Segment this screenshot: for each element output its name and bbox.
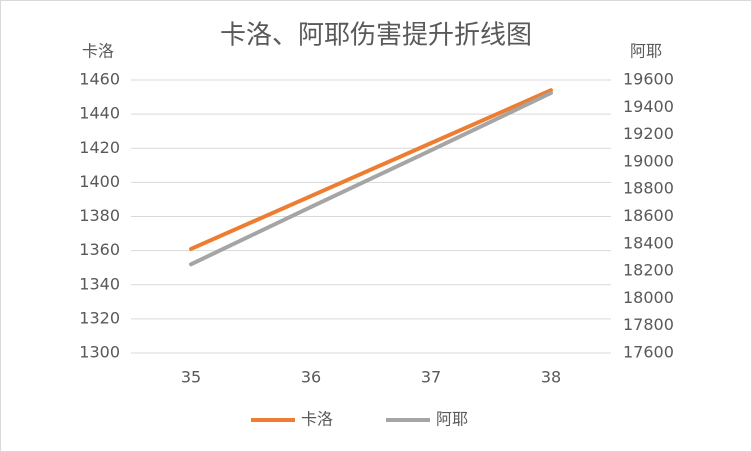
y2-tick-label: 19600	[623, 70, 674, 89]
y2-tick-label: 18400	[623, 233, 674, 252]
y2-tick-label: 18000	[623, 288, 674, 307]
chart-title: 卡洛、阿耶伤害提升折线图	[220, 21, 532, 51]
y-tick-label: 1400	[79, 172, 120, 191]
y-tick-label: 1340	[79, 274, 120, 293]
y-tick-label: 1300	[79, 343, 120, 362]
x-tick-label: 35	[181, 368, 201, 387]
x-tick-label: 36	[301, 368, 321, 387]
y2-axis-title: 阿耶	[630, 42, 662, 61]
y-axis-title: 卡洛	[82, 42, 114, 61]
y-tick-label: 1460	[79, 70, 120, 89]
y2-tick-label: 17600	[623, 343, 674, 362]
y2-tick-label: 17800	[623, 315, 674, 334]
y-tick-label: 1420	[79, 138, 120, 157]
legend-label: 阿耶	[436, 410, 468, 429]
x-tick-label: 38	[541, 368, 561, 387]
series-line	[189, 88, 553, 251]
y2-tick-label: 18200	[623, 261, 674, 280]
y2-tick-label: 19400	[623, 97, 674, 116]
y2-tick-label: 19200	[623, 124, 674, 143]
y-tick-label: 1380	[79, 206, 120, 225]
x-tick-label: 37	[421, 368, 441, 387]
legend-label: 卡洛	[301, 410, 333, 429]
y2-tick-label: 19000	[623, 151, 674, 170]
series-line	[189, 90, 553, 267]
y-tick-label: 1360	[79, 240, 120, 259]
y-tick-label: 1320	[79, 308, 120, 327]
y-tick-label: 1440	[79, 104, 120, 123]
y2-tick-label: 18800	[623, 179, 674, 198]
y2-tick-label: 18600	[623, 206, 674, 225]
